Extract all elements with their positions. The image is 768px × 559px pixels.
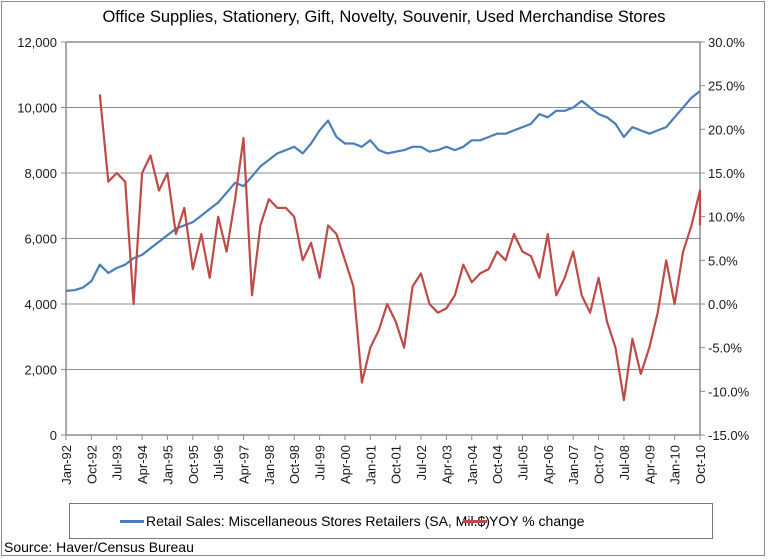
x-tick-label: Jul-02 [414, 445, 429, 480]
retail-sales-line [65, 90, 701, 292]
legend-swatch-red [463, 519, 487, 523]
chart-title: Office Supplies, Stationery, Gift, Novel… [102, 8, 666, 26]
x-tick-label: Oct-07 [592, 445, 607, 484]
left-tick-label: 2,000 [24, 363, 57, 378]
x-tick-label: Jan-92 [59, 445, 74, 485]
x-tick-label: Jul-99 [313, 445, 328, 480]
right-tick-label: -15.0% [708, 428, 750, 443]
left-tick-label: 0 [50, 428, 57, 443]
x-tick-label: Jan-04 [465, 445, 480, 485]
left-tick-label: 10,000 [17, 101, 57, 116]
left-tick-label: 6,000 [24, 232, 57, 247]
x-tick-label: Oct-01 [389, 445, 404, 484]
x-tick-label: Jul-96 [211, 445, 226, 480]
x-tick-label: Oct-95 [186, 445, 201, 484]
x-tick-label: Apr-03 [439, 445, 454, 484]
right-tick-label: 20.0% [708, 122, 745, 137]
x-tick-label: Apr-09 [642, 445, 657, 484]
x-tick-label: Apr-00 [338, 445, 353, 484]
x-tick-label: Jan-07 [566, 445, 581, 485]
legend: Retail Sales: Miscellaneous Stores Retai… [69, 503, 713, 539]
left-axis-ticks: 0 2,000 4,000 6,000 8,000 10,000 12,000 [17, 35, 66, 443]
left-tick-label: 8,000 [24, 166, 57, 181]
right-tick-label: -10.0% [708, 384, 750, 399]
legend-item-retail-sales: Retail Sales: Miscellaneous Stores Retai… [120, 513, 490, 529]
x-tick-label: Jan-10 [668, 445, 683, 485]
right-tick-label: 0.0% [708, 297, 738, 312]
yoy-change-line [98, 94, 702, 402]
right-tick-label: 25.0% [708, 79, 745, 94]
x-tick-label: Jan-01 [363, 445, 378, 485]
x-tick-label: Oct-98 [287, 445, 302, 484]
right-tick-label: 5.0% [708, 253, 738, 268]
legend-label: Retail Sales: Miscellaneous Stores Retai… [146, 513, 490, 529]
x-tick-label: Jul-93 [110, 445, 125, 480]
x-tick-label: Apr-06 [541, 445, 556, 484]
right-tick-label: -5.0% [708, 341, 742, 356]
x-tick-label: Apr-94 [135, 445, 150, 484]
right-axis-ticks: -15.0% -10.0% -5.0% 0.0% 5.0% 10.0% 15.0% 20.0%… [700, 35, 750, 443]
legend-item-yoy: YOY % change [463, 513, 584, 529]
x-tick-label: Jan-95 [160, 445, 175, 485]
legend-swatch-blue [120, 519, 144, 523]
right-tick-label: 30.0% [708, 35, 745, 50]
gridlines [66, 107, 700, 370]
left-tick-label: 4,000 [24, 297, 57, 312]
x-tick-label: Oct-04 [490, 445, 505, 484]
legend-label: YOY % change [489, 513, 585, 529]
x-tick-label: Oct-92 [84, 445, 99, 484]
x-axis-ticks: Jan-92 Oct-92 Jul-93 Apr-94 Jan-95 Oct-95 Jul-… [59, 435, 708, 485]
series-lines [65, 90, 702, 402]
x-tick-label: Jan-98 [262, 445, 277, 485]
x-tick-label: Oct-10 [693, 445, 708, 484]
right-tick-label: 15.0% [708, 166, 745, 181]
x-tick-label: Apr-97 [237, 445, 252, 484]
x-tick-label: Jul-08 [617, 445, 632, 480]
source-note: Source: Haver/Census Bureau [4, 539, 194, 555]
left-tick-label: 12,000 [17, 35, 57, 50]
right-tick-label: 10.0% [708, 210, 745, 225]
x-tick-label: Jul-05 [515, 445, 530, 480]
